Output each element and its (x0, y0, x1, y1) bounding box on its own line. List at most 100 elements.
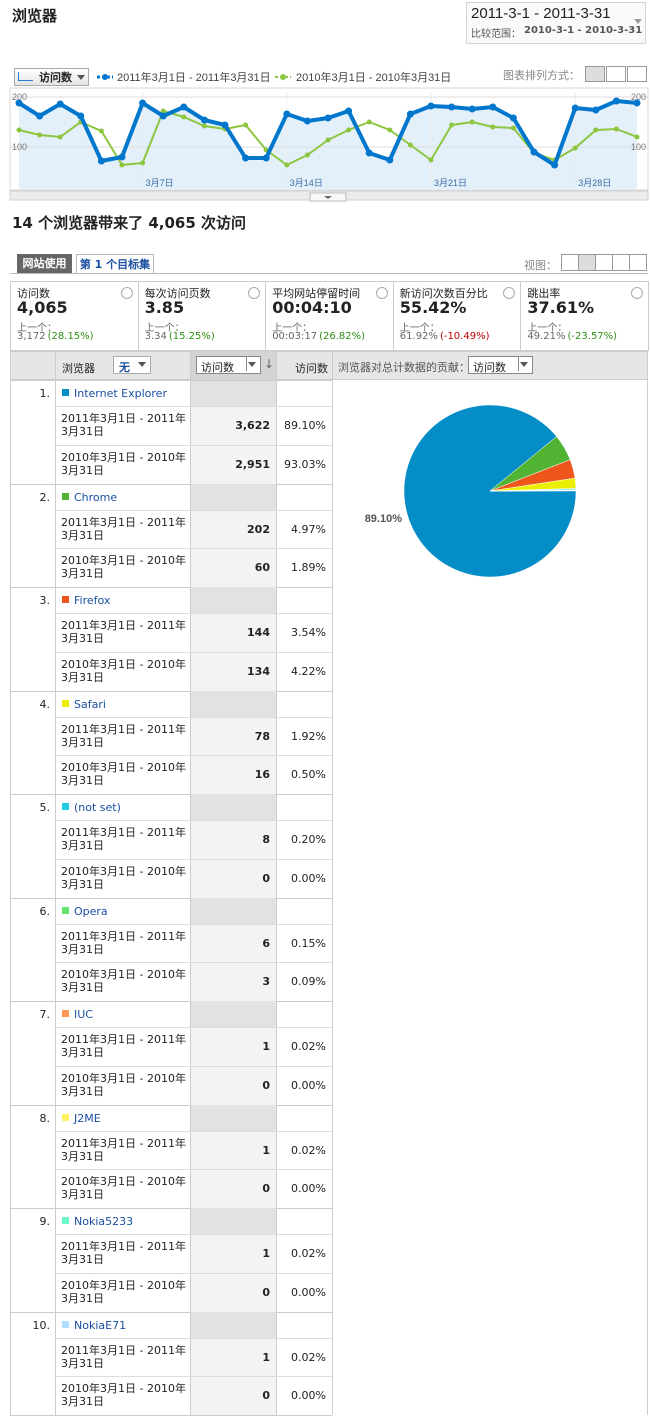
series-point (468, 105, 476, 113)
arrangement-button[interactable] (627, 66, 647, 82)
visits-value: 1 (262, 1247, 270, 1260)
period-label: 2011年3月1日 - 2011年3月31日 (61, 515, 186, 542)
period-label: 2010年3月1日 - 2010年3月31日 (61, 450, 186, 477)
tab[interactable]: 第 1 个目标集 (76, 254, 154, 273)
browser-name[interactable]: Firefox (74, 594, 111, 607)
browser-name[interactable]: Opera (74, 904, 108, 918)
row-line (55, 923, 332, 925)
series-point (139, 99, 147, 107)
series-point (119, 162, 125, 168)
legend-dot (280, 74, 286, 80)
view-button[interactable] (629, 254, 647, 271)
group-line (10, 1001, 332, 1002)
row-line (55, 406, 332, 407)
series-point (449, 122, 455, 128)
share-value: 0.02% (291, 1040, 326, 1053)
series-point (386, 156, 394, 164)
metric-value: 3.85 (144, 298, 185, 317)
period-label: 2010年3月1日 - 2010年3月31日 (61, 761, 186, 788)
visits-value: 0 (262, 871, 270, 885)
period-label: 2010年3月1日 - 2010年3月31日 (61, 1071, 186, 1098)
browser-visits-cell (191, 587, 276, 613)
metric-value: 00:04:10 (272, 298, 352, 317)
series-point (510, 125, 516, 131)
contribution-select[interactable] (468, 356, 533, 374)
share-value: 1.92% (291, 729, 326, 743)
metric-value: 4,065 (17, 298, 68, 317)
row-index: 1. (39, 387, 51, 400)
metric-divider (520, 281, 522, 350)
metric-prev-line: 3,172 (28.15%) (17, 331, 94, 342)
period-label: 2011年3月1日 - 2011年3月31日 (61, 619, 186, 645)
row-line (55, 962, 332, 964)
series-point (97, 157, 105, 165)
view-button[interactable] (578, 254, 596, 271)
row-line (55, 858, 332, 860)
period-label: 2010年3月1日 - 2010年3月31日 (61, 1175, 186, 1202)
y-tick-label-right: 200 (631, 92, 646, 102)
browser-name[interactable]: Safari (74, 697, 106, 711)
column-line (647, 351, 648, 1415)
table-header (10, 351, 648, 380)
sort-select[interactable] (196, 356, 261, 374)
row-line (55, 1065, 332, 1067)
browser-name[interactable]: IUC (74, 1008, 93, 1021)
metrics-frame (10, 281, 649, 351)
metric-change: (28.15%) (47, 331, 94, 342)
series-point (37, 132, 43, 138)
series-point (283, 110, 291, 118)
metric-select[interactable] (14, 68, 89, 86)
share-value: 0.00% (291, 1285, 326, 1299)
browser-swatch (62, 906, 69, 914)
series-point (98, 128, 104, 134)
view-button[interactable] (561, 254, 579, 271)
browser-name[interactable]: Chrome (74, 490, 118, 504)
series-point (530, 148, 538, 156)
arrangement-button[interactable] (585, 66, 605, 82)
date-box[interactable] (466, 2, 646, 44)
series-point (242, 154, 250, 162)
pie-slice (489, 490, 577, 492)
tab-active[interactable]: 网站使用 (17, 254, 72, 273)
view-button[interactable] (612, 254, 630, 271)
metric-change: (-10.49%) (439, 331, 490, 342)
browser-swatch (62, 699, 69, 707)
series-point (262, 154, 270, 162)
dropdown-arrow (520, 362, 528, 367)
series-point (428, 157, 434, 163)
row-index: 9. (39, 1215, 51, 1228)
secondary-select[interactable] (113, 356, 151, 374)
visits-value: 144 (247, 626, 270, 639)
browser-visits-cell (191, 1208, 276, 1234)
view-button[interactable] (595, 254, 613, 271)
contribution-header: 浏览器对总计数据的贡献： (338, 361, 470, 374)
series-point (387, 127, 393, 133)
browser-name[interactable]: Internet Explorer (74, 387, 167, 400)
share-value: 3.54% (291, 626, 326, 639)
scroll-arrow (324, 196, 332, 199)
metric-divider (137, 281, 139, 350)
group-line (10, 483, 332, 485)
arrangement-button[interactable] (606, 66, 626, 82)
browser-name[interactable]: NokiaE71 (74, 1318, 127, 1332)
browser-visits-cell (191, 897, 276, 924)
row-index: 5. (39, 801, 51, 814)
series-point (366, 119, 372, 125)
browser-name[interactable]: Nokia5233 (74, 1215, 134, 1228)
share-value: 0.00% (291, 1182, 326, 1196)
pie-label: 89.10% (365, 513, 403, 525)
share-value: 89.10% (284, 419, 326, 432)
group-line (10, 1208, 332, 1209)
share-value: 0.15% (291, 936, 326, 950)
legend-label: 2011年3月1日 - 2011年3月31日 (117, 70, 271, 84)
browser-name[interactable]: (not set) (74, 801, 121, 814)
y-tick-label-right: 100 (631, 142, 646, 152)
series-point (36, 112, 44, 120)
share-value: 0.02% (291, 1143, 326, 1157)
series-point (509, 114, 517, 122)
browser-swatch (62, 803, 69, 810)
browser-name[interactable]: J2ME (74, 1111, 101, 1125)
y-tick-label: 200 (12, 92, 27, 102)
series-point (57, 134, 63, 140)
visits-value: 1 (262, 1040, 270, 1053)
